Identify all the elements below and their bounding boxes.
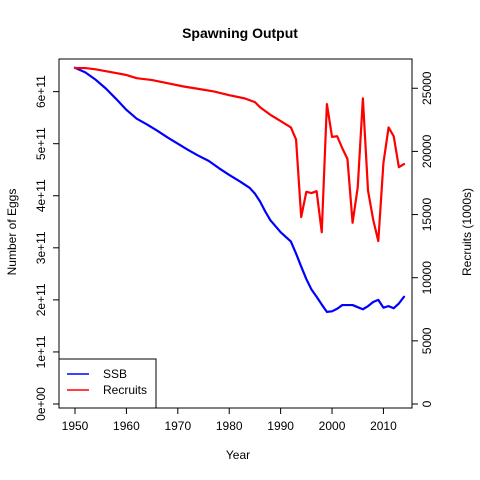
x-tick-label: 2000 (319, 419, 346, 433)
x-tick-label: 1980 (216, 419, 243, 433)
y-axis-left-label: Number of Eggs (5, 189, 19, 276)
y-left-tick-label: 6e+11 (34, 75, 48, 108)
x-tick-label: 2010 (370, 419, 397, 433)
chart-title: Spawning Output (182, 25, 298, 41)
y-left-tick-label: 0e+00 (34, 387, 48, 421)
y-right-tick-label: 25000 (420, 71, 434, 105)
y-right-tick-label: 0 (420, 400, 434, 407)
y-right-tick-label: 5000 (420, 327, 434, 354)
y-right-tick-label: 10000 (420, 261, 434, 295)
x-tick-label: 1970 (164, 419, 191, 433)
y-left-tick-label: 2e+11 (34, 283, 48, 316)
y-left-tick-label: 4e+11 (34, 179, 48, 212)
series-line-recruits (73, 66, 406, 243)
y-left-tick-label: 1e+11 (34, 335, 48, 368)
x-axis-label: Year (226, 448, 250, 462)
series-line-ssb (73, 66, 406, 313)
y-axis-right-label: Recruits (1000s) (460, 188, 474, 276)
x-tick-label: 1960 (113, 419, 140, 433)
x-tick-label: 1950 (62, 419, 89, 433)
legend: SSB Recruits (58, 358, 157, 409)
y-right-tick-label: 15000 (420, 198, 434, 232)
plot-frame (58, 58, 413, 409)
y-axis-right: 0 5000 10000 15000 20000 25000 (412, 71, 434, 407)
series-layer (73, 66, 406, 313)
legend-label-recruits: Recruits (103, 383, 147, 397)
y-left-tick-label: 5e+11 (34, 127, 48, 160)
y-right-tick-label: 20000 (420, 134, 434, 168)
legend-label-ssb: SSB (103, 367, 127, 381)
legend-box (58, 358, 157, 409)
y-left-tick-label: 3e+11 (34, 231, 48, 264)
y-axis-left: 0e+00 1e+11 2e+11 3e+11 4e+11 5e+11 6e+11 (34, 75, 59, 421)
x-axis: 1950 1960 1970 1980 1990 2000 2010 (62, 408, 397, 433)
x-tick-label: 1990 (267, 419, 294, 433)
